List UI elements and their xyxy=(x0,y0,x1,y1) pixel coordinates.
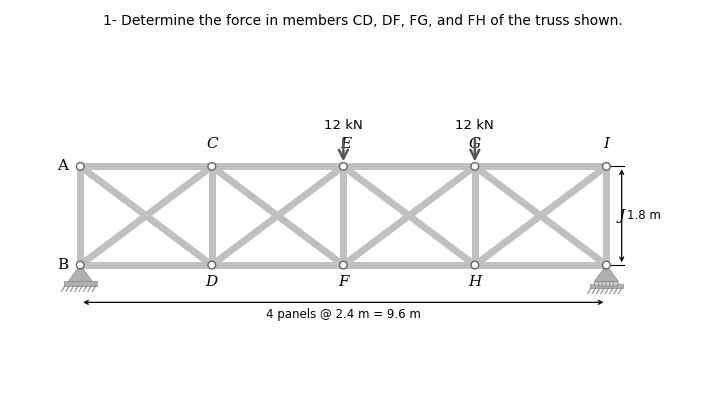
Text: 1.8 m: 1.8 m xyxy=(627,209,661,222)
Text: 12 kN: 12 kN xyxy=(455,119,494,132)
Text: 1- Determine the force in members CD, DF, FG, and FH of the truss shown.: 1- Determine the force in members CD, DF… xyxy=(103,14,622,28)
Circle shape xyxy=(339,163,347,170)
Text: D: D xyxy=(206,275,218,289)
Circle shape xyxy=(76,163,84,170)
Circle shape xyxy=(471,163,478,170)
Circle shape xyxy=(208,163,215,170)
Text: G: G xyxy=(469,137,481,151)
Text: C: C xyxy=(206,137,218,151)
Circle shape xyxy=(613,281,618,286)
Text: E: E xyxy=(341,137,352,151)
Circle shape xyxy=(610,281,614,286)
Text: I: I xyxy=(603,137,610,151)
Text: J: J xyxy=(618,209,624,223)
Circle shape xyxy=(594,281,600,286)
Polygon shape xyxy=(68,265,92,281)
Text: B: B xyxy=(57,258,68,272)
Circle shape xyxy=(602,261,610,269)
Bar xyxy=(64,281,96,286)
Text: A: A xyxy=(57,160,68,173)
Circle shape xyxy=(598,281,603,286)
Polygon shape xyxy=(594,265,618,281)
Text: 4 panels @ 2.4 m = 9.6 m: 4 panels @ 2.4 m = 9.6 m xyxy=(266,308,420,321)
Circle shape xyxy=(76,261,84,269)
Circle shape xyxy=(471,261,478,269)
Bar xyxy=(590,284,623,288)
Circle shape xyxy=(606,281,610,286)
Circle shape xyxy=(208,261,215,269)
Text: F: F xyxy=(338,275,349,289)
Circle shape xyxy=(602,163,610,170)
Text: H: H xyxy=(468,275,481,289)
Circle shape xyxy=(339,261,347,269)
Circle shape xyxy=(602,281,607,286)
Text: 12 kN: 12 kN xyxy=(324,119,362,132)
